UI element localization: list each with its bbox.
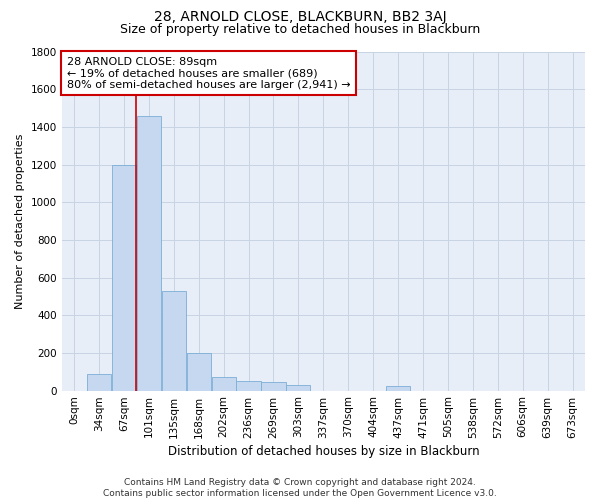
Bar — [262, 382, 286, 390]
Text: Contains HM Land Registry data © Crown copyright and database right 2024.
Contai: Contains HM Land Registry data © Crown c… — [103, 478, 497, 498]
Text: 28 ARNOLD CLOSE: 89sqm
← 19% of detached houses are smaller (689)
80% of semi-de: 28 ARNOLD CLOSE: 89sqm ← 19% of detached… — [67, 56, 350, 90]
X-axis label: Distribution of detached houses by size in Blackburn: Distribution of detached houses by size … — [167, 444, 479, 458]
Bar — [386, 386, 410, 390]
Y-axis label: Number of detached properties: Number of detached properties — [15, 134, 25, 308]
Bar — [112, 164, 136, 390]
Bar — [187, 353, 211, 391]
Bar — [212, 378, 236, 390]
Bar — [236, 381, 260, 390]
Bar — [87, 374, 111, 390]
Bar — [286, 385, 310, 390]
Text: 28, ARNOLD CLOSE, BLACKBURN, BB2 3AJ: 28, ARNOLD CLOSE, BLACKBURN, BB2 3AJ — [154, 10, 446, 24]
Text: Size of property relative to detached houses in Blackburn: Size of property relative to detached ho… — [120, 22, 480, 36]
Bar — [137, 116, 161, 390]
Bar — [162, 290, 186, 390]
